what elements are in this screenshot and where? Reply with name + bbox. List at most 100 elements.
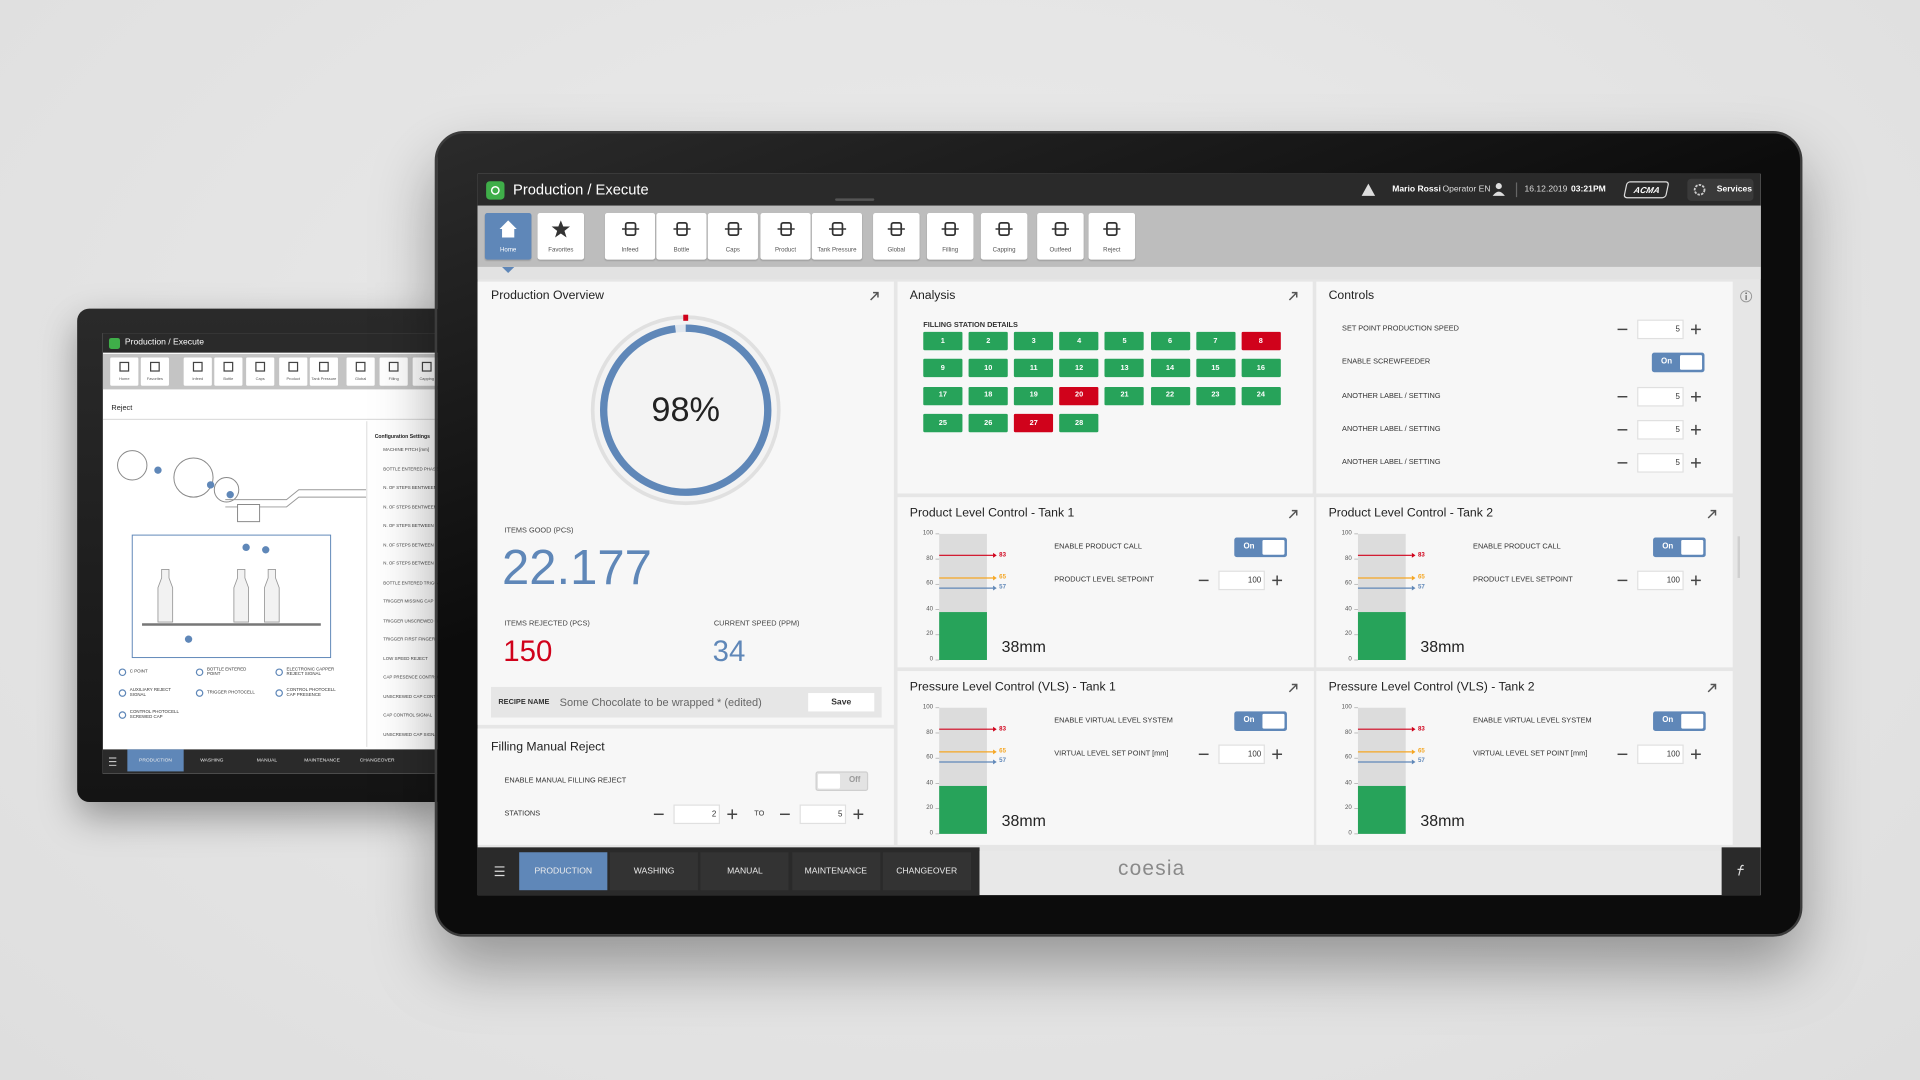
station-cell[interactable]: 7: [1195, 331, 1236, 351]
station-number: 18: [984, 392, 993, 400]
station-cell[interactable]: 8: [1241, 331, 1281, 351]
station-cell[interactable]: 28: [1059, 414, 1099, 433]
station-cell[interactable]: 4: [1059, 331, 1099, 351]
toggle[interactable]: On: [1234, 537, 1287, 558]
tool-button[interactable]: Tank Pressure: [811, 213, 863, 260]
station-number: 21: [1120, 392, 1129, 400]
toggle[interactable]: On: [1653, 537, 1706, 558]
station-cell[interactable]: 9: [923, 359, 963, 378]
back-tool-button[interactable]: Global: [346, 357, 375, 386]
station-cell[interactable]: 27: [1014, 414, 1054, 433]
station-cell[interactable]: 15: [1195, 359, 1236, 378]
station-cell[interactable]: 19: [1014, 386, 1054, 406]
back-tool-button[interactable]: Bottle: [214, 357, 243, 386]
stepper-field[interactable]: 5: [1637, 386, 1684, 407]
station-cell[interactable]: 6: [1150, 331, 1190, 351]
tool-button[interactable]: Favorites: [537, 213, 585, 260]
station-cell[interactable]: 5: [1104, 331, 1145, 351]
stepper-field[interactable]: 100: [1218, 744, 1265, 765]
stepper-field[interactable]: 5: [1637, 419, 1684, 440]
marker-arrow: [1411, 552, 1416, 558]
tool-button[interactable]: Product: [760, 213, 811, 260]
back-tool-button[interactable]: Product: [279, 357, 308, 386]
save-button[interactable]: Save: [808, 693, 875, 712]
tool-button[interactable]: Outfeed: [1037, 213, 1084, 260]
legend-label: C POINT: [129, 668, 148, 674]
nav-button[interactable]: WASHING: [610, 852, 699, 891]
stepper-field[interactable]: 5: [1637, 453, 1684, 473]
station-number: 2: [986, 337, 991, 345]
station-cell[interactable]: 24: [1241, 386, 1281, 406]
station-cell[interactable]: 12: [1059, 359, 1099, 378]
back-tool-button[interactable]: Tank Pressure: [309, 357, 338, 386]
tool-button[interactable]: Capping: [980, 213, 1028, 260]
y-tick-label: 60: [1345, 753, 1352, 762]
legend-icon: [195, 689, 204, 697]
services-button[interactable]: Services: [1687, 178, 1754, 201]
back-tool-button[interactable]: Filling: [379, 357, 408, 386]
nav-item[interactable]: PRODUCTION: [139, 756, 172, 763]
setting-label: ENABLE PRODUCT CALL: [1473, 543, 1561, 552]
expand-icon: [1288, 509, 1298, 519]
toggle[interactable]: On: [1651, 353, 1705, 373]
toggle[interactable]: On: [1653, 711, 1706, 732]
function-button[interactable]: [1721, 847, 1761, 896]
station-cell[interactable]: 14: [1150, 359, 1190, 378]
tool-button[interactable]: Bottle: [656, 213, 707, 260]
toggle-knob: [817, 773, 841, 789]
nav-button[interactable]: MANUAL: [700, 852, 790, 891]
legend-icon: [195, 668, 204, 677]
station-cell[interactable]: 25: [923, 414, 963, 433]
nav-button[interactable]: CHANGEOVER: [882, 852, 971, 891]
station-cell[interactable]: 10: [968, 359, 1008, 378]
station-cell[interactable]: 21: [1104, 386, 1145, 406]
nav-item[interactable]: MANUAL: [256, 756, 278, 763]
nav-button[interactable]: PRODUCTION: [519, 852, 608, 891]
back-tool-button[interactable]: Home: [110, 357, 139, 386]
station-cell[interactable]: 13: [1104, 359, 1145, 378]
tool-button[interactable]: Global: [873, 213, 920, 260]
station-cell[interactable]: 26: [968, 414, 1008, 433]
tool-button[interactable]: Reject: [1088, 213, 1136, 260]
station-cell[interactable]: 16: [1241, 359, 1281, 378]
stepper-field[interactable]: 5: [1637, 319, 1684, 340]
tool-button[interactable]: Filling: [926, 213, 974, 260]
tool-button[interactable]: Caps: [707, 213, 758, 260]
station-cell[interactable]: 22: [1150, 386, 1190, 406]
stepper-field[interactable]: 2: [673, 804, 721, 825]
tool-button[interactable]: Home: [484, 213, 532, 260]
stepper-field[interactable]: 100: [1637, 744, 1684, 765]
nav-button[interactable]: MAINTENANCE: [791, 852, 880, 891]
toggle[interactable]: On: [1234, 711, 1287, 732]
stepper-field[interactable]: 100: [1637, 570, 1684, 591]
arrow: [1288, 683, 1298, 693]
stepper-field[interactable]: 100: [1218, 570, 1265, 591]
nav-item[interactable]: WASHING: [200, 756, 224, 763]
nav-item[interactable]: CHANGEOVER: [359, 756, 395, 763]
app-glyph: [490, 186, 500, 195]
station-cell[interactable]: 23: [1195, 386, 1236, 406]
station-number: 27: [1029, 419, 1038, 427]
tool-button[interactable]: Infeed: [604, 213, 656, 260]
station-cell[interactable]: 20: [1059, 386, 1099, 406]
station-cell[interactable]: 17: [923, 386, 963, 406]
tool-icon: [223, 361, 234, 372]
back-tool-button[interactable]: Caps: [246, 357, 275, 386]
stepper-field[interactable]: 5: [799, 804, 847, 825]
level-bar: [1357, 785, 1406, 834]
nav-item[interactable]: MAINTENANCE: [304, 756, 340, 763]
level-chart: [1354, 707, 1416, 835]
back-tool-button[interactable]: Infeed: [183, 357, 212, 386]
expand-icon: [1707, 509, 1717, 519]
station-cell[interactable]: 2: [968, 331, 1008, 351]
toggle-knob: [1262, 713, 1285, 729]
plus: [1691, 575, 1701, 586]
station-cell[interactable]: 11: [1014, 359, 1054, 378]
back-tool-button[interactable]: Favorites: [140, 357, 169, 386]
tool-icon: [828, 222, 846, 236]
toggle[interactable]: Off: [815, 771, 869, 792]
station-cell[interactable]: 3: [1014, 331, 1054, 351]
station-cell[interactable]: 1: [923, 331, 963, 351]
panel-title: Filling Manual Reject: [491, 740, 605, 755]
station-cell[interactable]: 18: [968, 386, 1008, 406]
